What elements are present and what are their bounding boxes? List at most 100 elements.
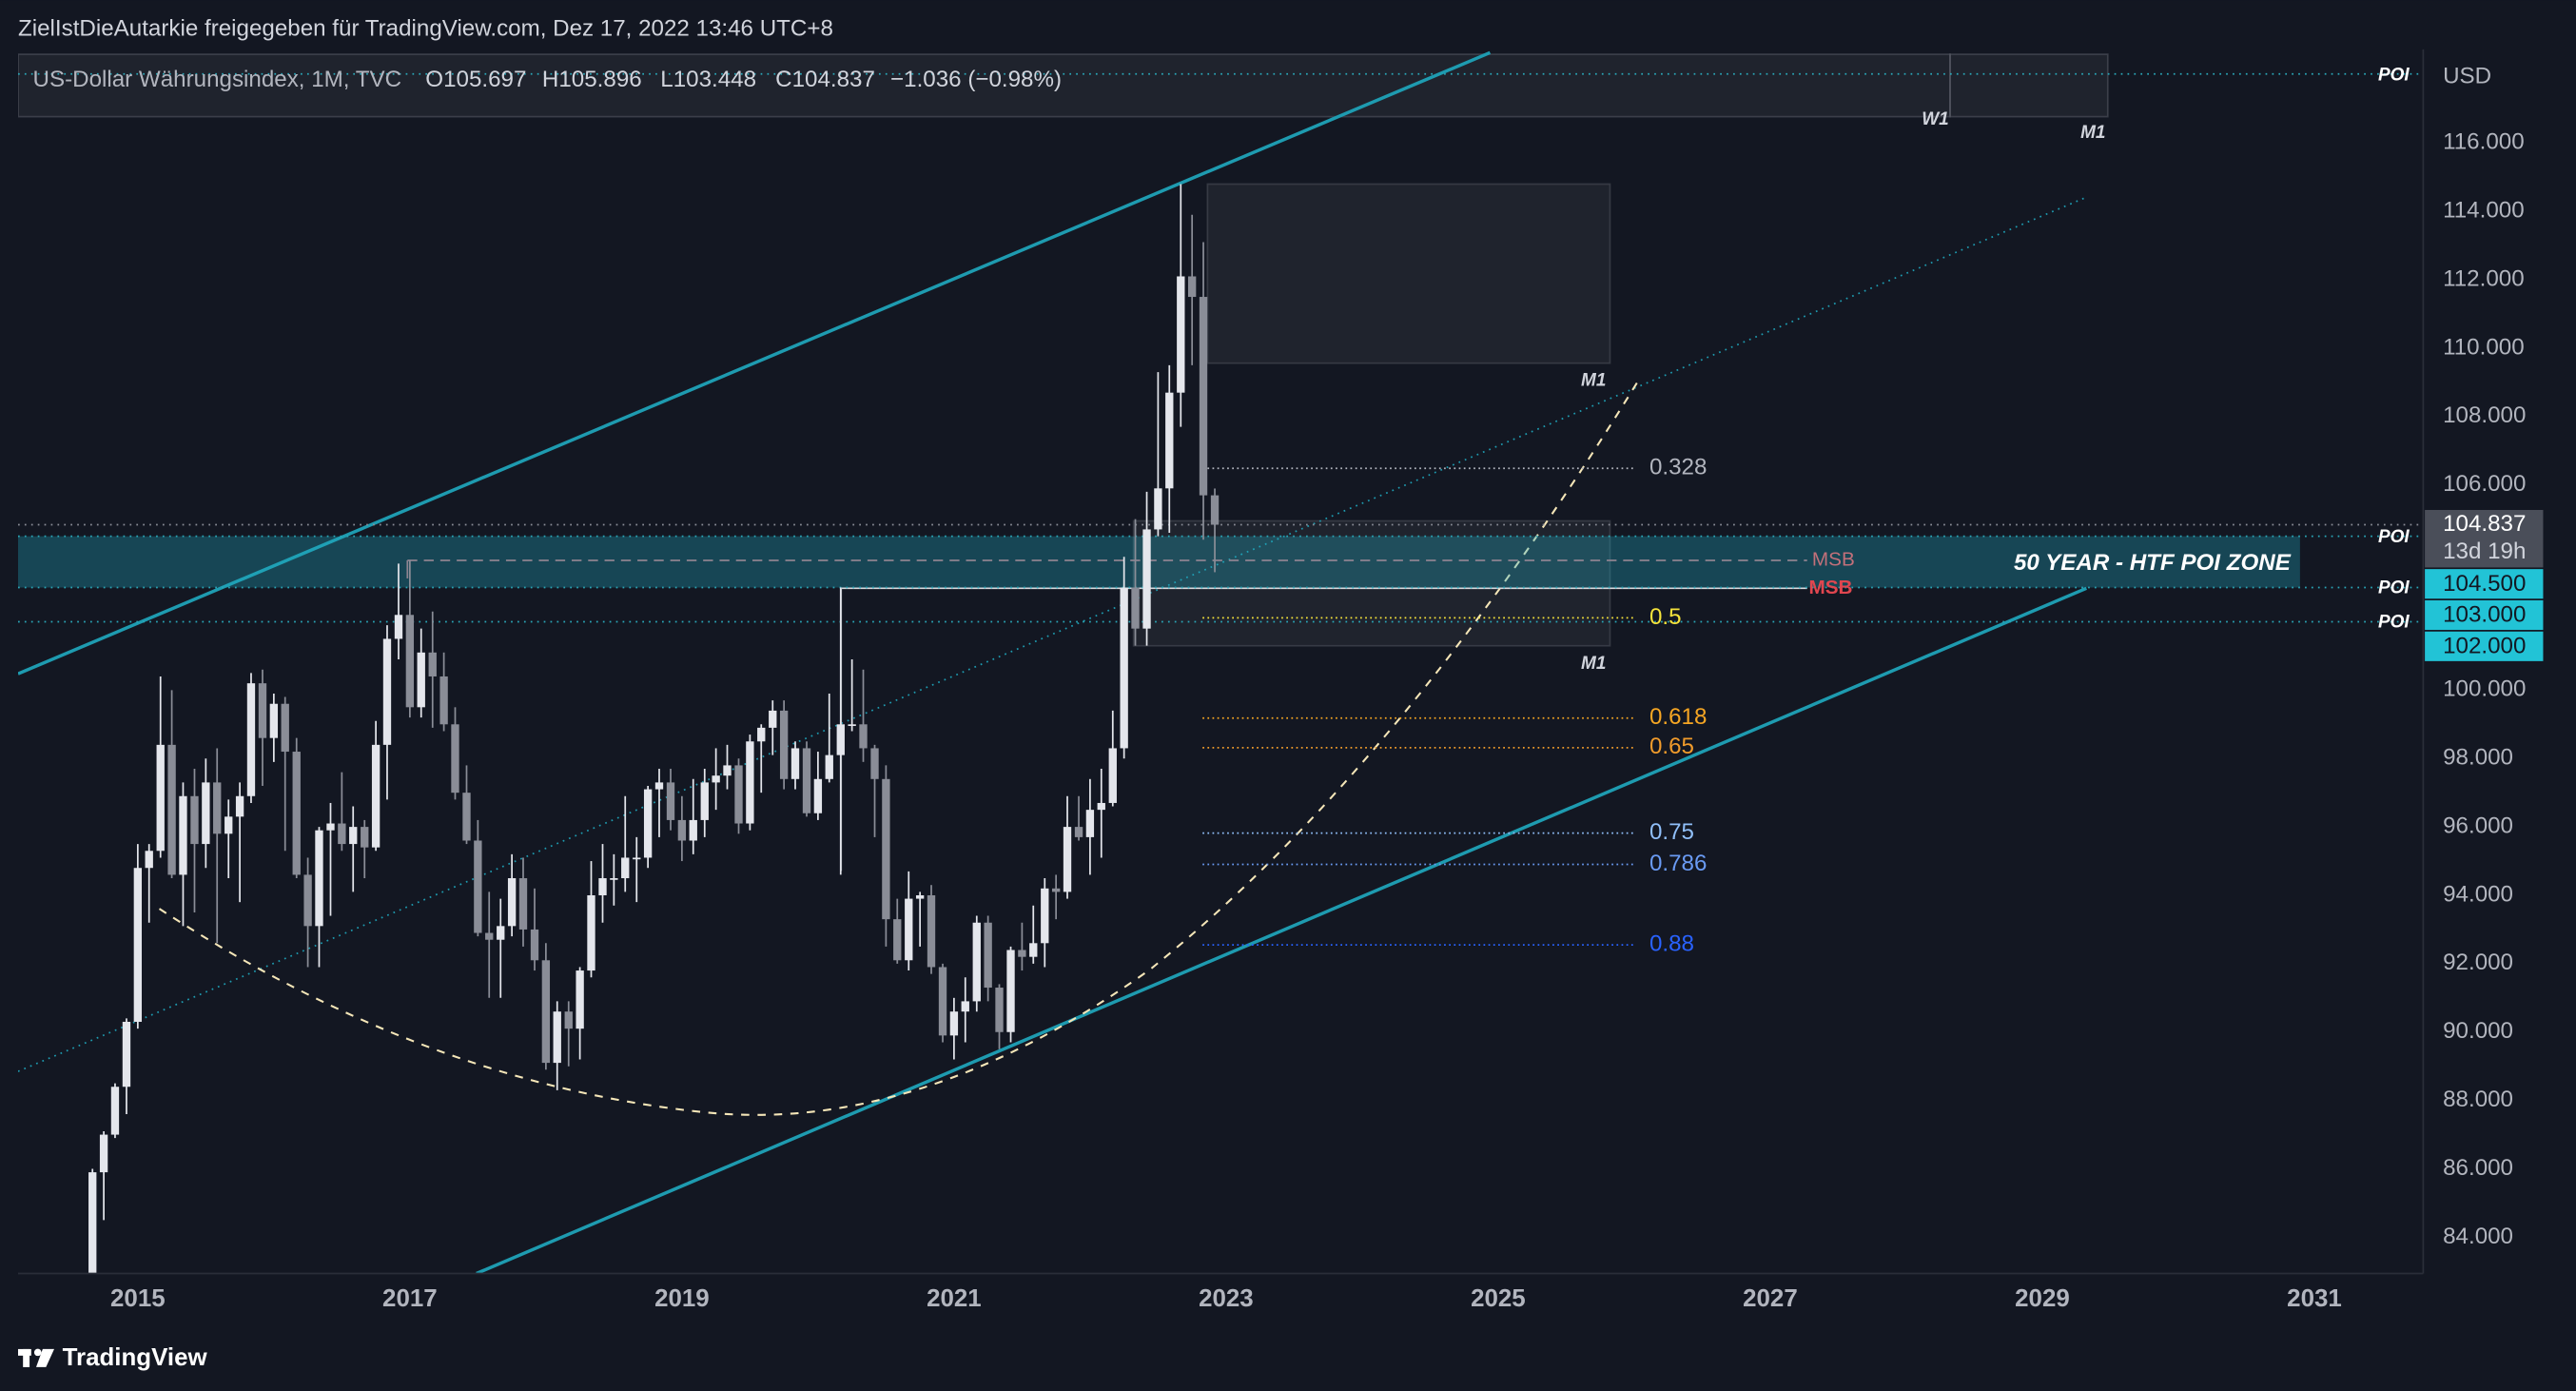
timeframe-label: M1 (2080, 123, 2105, 143)
candle-body (576, 970, 584, 1029)
candle-body (1199, 297, 1208, 496)
candle-body (1063, 827, 1072, 892)
candle-body (292, 752, 301, 875)
candle-body (757, 727, 766, 742)
fib-label: 0.75 (1649, 819, 1694, 845)
y-tick-label: 114.000 (2443, 198, 2525, 224)
y-tick-label: 86.000 (2443, 1155, 2513, 1181)
candle-body (394, 615, 403, 639)
fib-label: 0.5 (1649, 604, 1682, 630)
fib-label: 0.786 (1649, 851, 1707, 876)
labels: O105.697 H105.896 L103.448 C104.837 −1.036 (… (110, 65, 2544, 1312)
drawings (17, 50, 2424, 1274)
level-box (2425, 569, 2544, 599)
candle-body (179, 795, 187, 875)
last-price-box (2425, 509, 2544, 568)
x-tick-label: 2025 (1471, 1285, 1526, 1312)
level-label: 102.000 (2443, 634, 2526, 659)
fib-label: 0.88 (1649, 931, 1694, 956)
candle-body (156, 744, 165, 852)
logo-shape (23, 1348, 30, 1367)
candle-body (315, 830, 323, 927)
candle-body (654, 782, 664, 790)
candle-body (122, 1021, 131, 1087)
logo-text: TradingView (63, 1344, 208, 1371)
candle-body (1131, 587, 1140, 629)
candle-body (235, 795, 244, 817)
y-tick-label: 84.000 (2443, 1224, 2513, 1249)
candle-body (915, 894, 925, 899)
candle-body (405, 615, 415, 708)
timeframe-label: M1 (1581, 371, 1606, 391)
timeframe-label: W1 (1922, 109, 1948, 129)
y-tick-label: 96.000 (2443, 813, 2513, 839)
candle-body (836, 724, 845, 755)
msb-label: MSB (1812, 548, 1855, 570)
x-tick-label: 2023 (1199, 1285, 1254, 1312)
y-tick-label: 112.000 (2443, 265, 2525, 291)
candle-body (870, 748, 879, 779)
candle-body (145, 851, 153, 869)
ohlc-value: L103.448 (660, 67, 756, 92)
candle-body (349, 827, 358, 845)
y-tick-label: 94.000 (2443, 881, 2513, 907)
y-tick-label: 108.000 (2443, 402, 2526, 428)
candle-body (1051, 888, 1061, 892)
y-tick-label: 92.000 (2443, 950, 2513, 975)
candle-body (825, 754, 833, 779)
share-line: ZielIstDieAutarkie freigegeben für Tradi… (18, 16, 833, 42)
candle-body (1041, 888, 1049, 944)
w1-box (17, 53, 1951, 118)
channel-upper (17, 50, 1492, 676)
candle-body (949, 1011, 959, 1036)
candle-body (712, 775, 720, 783)
x-tick-label: 2031 (2287, 1285, 2342, 1312)
candle-body (110, 1087, 120, 1135)
candle-body (439, 676, 448, 725)
ohlc-value: O105.697 (425, 67, 526, 92)
y-tick-label: 110.000 (2443, 334, 2525, 360)
candle-body (167, 744, 176, 875)
candle-body (1006, 950, 1015, 1032)
x-tick-label: 2021 (927, 1285, 982, 1312)
msb-label: MSB (1808, 577, 1852, 598)
candle-body (518, 878, 528, 930)
fib-label: 0.618 (1649, 704, 1707, 730)
candle-body (326, 823, 335, 831)
candle-body (790, 748, 800, 779)
candle-body (497, 926, 505, 940)
candle-body (779, 710, 789, 779)
candle-body (361, 827, 369, 848)
candle-body (734, 765, 743, 824)
candle-body (462, 793, 471, 841)
last-price-label: 104.837 (2443, 511, 2526, 537)
candle-body (984, 922, 992, 989)
ohlc-value: C104.837 (775, 67, 875, 92)
candle-body (848, 724, 856, 727)
candle-body (428, 652, 437, 676)
curve (158, 381, 1639, 1116)
candle-body (882, 778, 890, 920)
candle-body (598, 878, 607, 895)
channel-lower (476, 586, 2088, 1274)
candle-body (666, 782, 675, 820)
candle-body (587, 894, 595, 971)
candle-body (1210, 495, 1220, 525)
level-label: 103.000 (2443, 602, 2526, 628)
candle-body (813, 778, 823, 813)
candle-body (1029, 943, 1038, 957)
candle-body (451, 724, 459, 793)
candle-body (689, 819, 697, 841)
x-tick-label: 2015 (110, 1285, 166, 1312)
candle-body (213, 782, 222, 834)
candle-body (938, 967, 947, 1036)
poi-label: POI (2378, 578, 2410, 598)
x-tick-label: 2017 (382, 1285, 438, 1312)
timeframe-label: M1 (1581, 654, 1606, 674)
candle-body (610, 878, 618, 880)
candle-body (746, 741, 754, 824)
level-box (2425, 599, 2544, 631)
candle-body (281, 703, 289, 753)
candle-body (246, 683, 256, 796)
candle-body (553, 1011, 561, 1064)
